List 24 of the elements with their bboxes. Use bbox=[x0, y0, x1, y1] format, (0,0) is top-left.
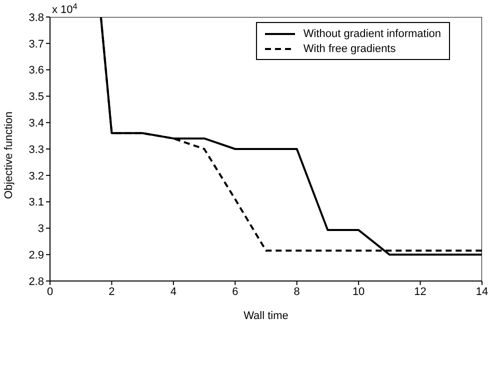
legend-label: With free gradients bbox=[303, 42, 396, 54]
y-tick-label: 3.1 bbox=[28, 196, 44, 209]
x-tick-label: 2 bbox=[108, 286, 115, 298]
x-axis-title: Wall time bbox=[244, 310, 288, 322]
x-tick-label: 0 bbox=[46, 286, 54, 298]
x-tick-label: 8 bbox=[294, 286, 300, 298]
y-tick-label: 3.7 bbox=[28, 38, 44, 50]
y-tick-label: 3 bbox=[38, 223, 44, 236]
text: x 10$^{4}$ bbox=[52, 2, 78, 16]
x-tick-label: 12 bbox=[414, 286, 426, 298]
y-tick-label: 2.9 bbox=[28, 250, 44, 262]
y-tick-label: 3.6 bbox=[28, 64, 44, 77]
y-axis-title: Objective function bbox=[2, 112, 15, 199]
y-tick-label: 3.5 bbox=[28, 91, 44, 104]
y-tick-label: 3.2 bbox=[28, 170, 44, 182]
x-tick-label: 10 bbox=[352, 286, 365, 298]
y-tick-label: 3.4 bbox=[28, 118, 44, 130]
x-tick-label: 14 bbox=[476, 286, 488, 298]
x-tick-label: 6 bbox=[232, 286, 238, 298]
x-tick-label: 4 bbox=[170, 286, 176, 298]
y-tick-label: 3.3 bbox=[28, 144, 44, 156]
y-tick-label: 2.8 bbox=[28, 276, 44, 288]
legend-label: Without gradient information bbox=[303, 28, 441, 40]
y-tick-label: 3.8 bbox=[28, 12, 44, 24]
